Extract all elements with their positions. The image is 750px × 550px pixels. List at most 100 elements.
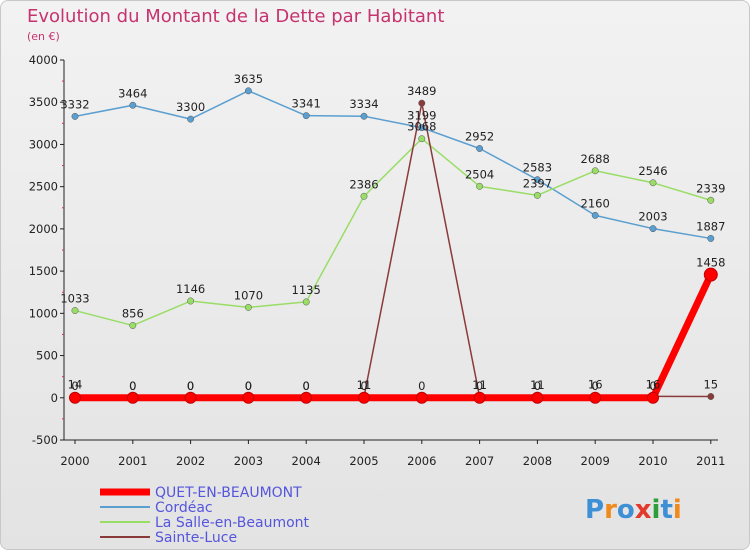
data-point <box>533 191 541 199</box>
data-label: 11 <box>357 378 372 392</box>
data-point <box>707 234 715 242</box>
proxiti-logo: Proxiti <box>585 495 682 525</box>
data-point <box>302 112 310 120</box>
data-label: 2339 <box>696 181 725 195</box>
data-label: 0 <box>360 379 367 393</box>
data-label: 15 <box>703 378 718 392</box>
data-label: 3334 <box>349 97 378 111</box>
x-tick-label: 2005 <box>349 454 378 468</box>
data-labels: 0 0 0 0 0 0 0 0 0 0 0 1458 3332 3464 3300 3635 3341 3334 3… <box>60 72 725 393</box>
data-point <box>302 298 310 306</box>
data-point <box>244 87 252 95</box>
axes: -500050010001500200025003000350040002000… <box>29 53 726 468</box>
data-label: 16 <box>646 377 661 391</box>
y-tick-label: 1500 <box>29 264 58 278</box>
logo-letter: i <box>673 495 682 525</box>
data-label: 3341 <box>292 97 321 111</box>
data-label: 2397 <box>523 176 552 190</box>
legend-label: QUET-EN-BEAUMONT <box>155 485 302 501</box>
data-point <box>591 211 599 219</box>
x-tick-label: 2010 <box>638 454 667 468</box>
data-label: 1070 <box>234 288 263 302</box>
x-tick-label: 2004 <box>292 454 321 468</box>
data-point <box>184 391 197 404</box>
data-label: 0 <box>129 379 136 393</box>
data-point <box>707 196 715 204</box>
data-label: 0 <box>245 379 252 393</box>
data-point <box>129 101 137 109</box>
x-tick-label: 2011 <box>696 454 725 468</box>
data-point <box>418 135 426 143</box>
data-label: 0 <box>303 379 310 393</box>
data-point <box>649 225 657 233</box>
x-tick-label: 2000 <box>60 454 89 468</box>
data-label: 3635 <box>234 72 263 86</box>
data-point <box>69 391 81 404</box>
logo-letter: x <box>635 495 652 525</box>
data-point <box>703 267 718 282</box>
data-point <box>476 182 484 190</box>
data-label: 1887 <box>696 219 725 233</box>
x-tick-label: 2003 <box>234 454 263 468</box>
y-tick-label: 2500 <box>29 180 58 194</box>
data-label: 3464 <box>118 86 147 100</box>
data-label: 14 <box>68 378 83 392</box>
data-label: 16 <box>588 377 603 391</box>
series-line-quet-en-beaumont <box>71 271 715 402</box>
data-point <box>473 391 486 404</box>
data-point <box>418 124 426 132</box>
data-label: 2688 <box>581 152 610 166</box>
x-tick-label: 2007 <box>465 454 494 468</box>
data-point <box>415 391 428 404</box>
data-label: 2504 <box>465 167 494 181</box>
y-tick-label: 1000 <box>29 306 58 320</box>
logo-letter: P <box>585 495 604 525</box>
chart-subtitle: (en €) <box>27 30 60 43</box>
data-point <box>649 179 657 187</box>
logo-letter: r <box>604 495 617 525</box>
legend-label: Cordéac <box>155 500 213 516</box>
data-label: 0 <box>534 379 541 393</box>
x-tick-label: 2009 <box>581 454 610 468</box>
data-label: 2546 <box>638 164 667 178</box>
data-point <box>300 391 313 404</box>
data-label: 2003 <box>638 210 667 224</box>
data-point <box>244 303 252 311</box>
data-point <box>589 391 602 404</box>
data-label: 3068 <box>407 120 436 134</box>
data-point <box>591 167 599 175</box>
data-label: 0 <box>129 379 136 393</box>
series-line-cord-ac <box>74 90 712 240</box>
data-label: 0 <box>187 379 194 393</box>
y-tick-label: 3500 <box>29 95 58 109</box>
data-label: 3199 <box>407 109 436 123</box>
y-tick-label: 3000 <box>29 137 58 151</box>
data-point <box>707 393 715 400</box>
data-label: 856 <box>122 306 144 320</box>
data-label: 0 <box>71 379 78 393</box>
data-label: 3300 <box>176 100 205 114</box>
data-point <box>647 391 659 404</box>
y-tick-label: -500 <box>32 433 58 447</box>
data-point <box>358 391 370 404</box>
data-point <box>360 192 368 200</box>
series-line-sainte-luce <box>74 102 712 399</box>
series-line-la-salle-en-beaumont <box>74 137 712 327</box>
logo-letter: t <box>660 495 672 525</box>
legend-label: La Salle-en-Beaumont <box>155 515 310 531</box>
data-point <box>187 115 195 123</box>
data-label: 1146 <box>176 282 205 296</box>
data-label: 0 <box>476 379 483 393</box>
y-tick-label: 500 <box>36 349 58 363</box>
data-point <box>531 391 544 404</box>
data-label: 11 <box>530 378 545 392</box>
series-group <box>69 87 718 404</box>
data-label: 0 <box>649 379 656 393</box>
data-label: 0 <box>592 379 599 393</box>
data-point <box>187 297 195 305</box>
x-tick-label: 2006 <box>407 454 436 468</box>
data-point <box>533 176 541 184</box>
